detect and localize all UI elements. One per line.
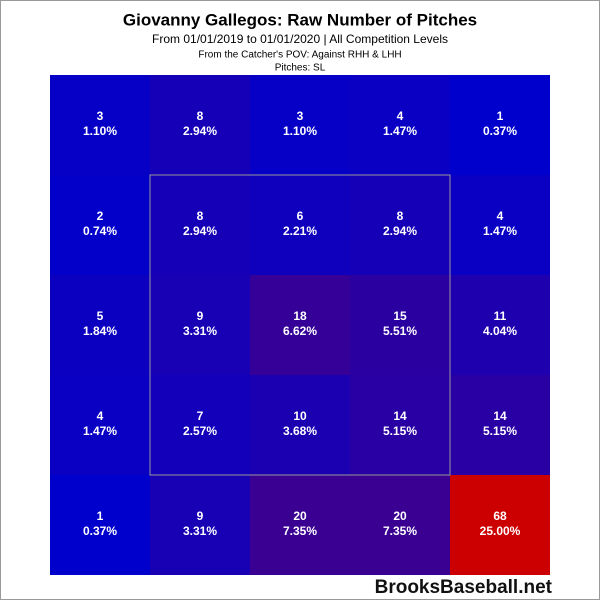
cell-percent: 3.68% — [283, 424, 317, 438]
cell-count: 68 — [493, 509, 507, 523]
cell-percent: 5.15% — [383, 424, 417, 438]
subtitle: From the Catcher's POV: Against RHH & LH… — [198, 50, 401, 61]
cell-count: 8 — [397, 209, 404, 223]
cell-count: 4 — [397, 109, 404, 123]
cell — [50, 275, 150, 375]
cell — [450, 275, 550, 375]
cell-percent: 0.74% — [83, 224, 117, 238]
cell — [250, 375, 350, 475]
cell-percent: 1.10% — [83, 124, 117, 138]
subtitle: From 01/01/2019 to 01/01/2020 | All Comp… — [152, 32, 448, 46]
cell-percent: 6.62% — [283, 324, 317, 338]
cell-percent: 25.00% — [480, 524, 521, 538]
cell — [350, 75, 450, 175]
cell — [250, 175, 350, 275]
cell — [450, 75, 550, 175]
cell-count: 11 — [494, 309, 507, 323]
cell-percent: 2.94% — [383, 224, 417, 238]
cell — [450, 175, 550, 275]
cell-count: 6 — [297, 209, 304, 223]
cell — [150, 475, 250, 575]
cell-percent: 2.57% — [183, 424, 217, 438]
cell-count: 7 — [197, 409, 204, 423]
cell — [150, 175, 250, 275]
cell-percent: 0.37% — [83, 524, 117, 538]
cell-percent: 3.31% — [183, 324, 217, 338]
cell-count: 10 — [293, 409, 307, 423]
cell — [150, 375, 250, 475]
cell — [250, 275, 350, 375]
cell-count: 4 — [497, 209, 504, 223]
cell-count: 8 — [197, 109, 204, 123]
cell-percent: 1.10% — [283, 124, 317, 138]
cell-count: 20 — [393, 509, 407, 523]
cell-count: 20 — [293, 509, 307, 523]
cell — [350, 275, 450, 375]
cell-percent: 7.35% — [383, 524, 417, 538]
cell — [350, 475, 450, 575]
cell — [250, 475, 350, 575]
cell — [50, 475, 150, 575]
cell — [250, 75, 350, 175]
cell-count: 18 — [293, 309, 307, 323]
cell-count: 5 — [97, 309, 104, 323]
cell-percent: 2.94% — [183, 124, 217, 138]
cell-count: 15 — [393, 309, 407, 323]
cell-percent: 1.47% — [83, 424, 117, 438]
cell-percent: 5.15% — [483, 424, 517, 438]
cell-percent: 4.04% — [483, 324, 517, 338]
strike-zone — [149, 174, 451, 476]
watermark: BrooksBaseball.net — [375, 577, 553, 598]
cell-count: 14 — [493, 409, 507, 423]
cell-count: 3 — [97, 109, 104, 123]
cell-count: 9 — [197, 309, 204, 323]
heatmap: 31.10%82.94%31.10%41.47%10.37%20.74%82.9… — [50, 75, 550, 575]
cell-percent: 0.37% — [483, 124, 517, 138]
cell — [350, 375, 450, 475]
cell-count: 3 — [297, 109, 304, 123]
cell-count: 1 — [497, 109, 504, 123]
cell-count: 8 — [197, 209, 204, 223]
cell — [450, 375, 550, 475]
cell-count: 4 — [97, 409, 104, 423]
cell-percent: 3.31% — [183, 524, 217, 538]
cell — [50, 175, 150, 275]
cell — [150, 275, 250, 375]
cell-percent: 1.47% — [383, 124, 417, 138]
cell — [450, 475, 550, 575]
cell-count: 1 — [97, 509, 104, 523]
cell-percent: 2.94% — [183, 224, 217, 238]
cell-percent: 7.35% — [283, 524, 317, 538]
cell-percent: 1.47% — [483, 224, 517, 238]
chart-title: Giovanny Gallegos: Raw Number of Pitches — [123, 10, 477, 29]
cell-percent: 1.84% — [83, 324, 117, 338]
subtitle: Pitches: SL — [275, 63, 326, 74]
cell — [50, 375, 150, 475]
cell-count: 9 — [197, 509, 204, 523]
cell-count: 2 — [97, 209, 104, 223]
cell-percent: 2.21% — [283, 224, 317, 238]
cell-percent: 5.51% — [383, 324, 417, 338]
cell-count: 14 — [393, 409, 407, 423]
cell — [150, 75, 250, 175]
cell — [50, 75, 150, 175]
cell — [350, 175, 450, 275]
